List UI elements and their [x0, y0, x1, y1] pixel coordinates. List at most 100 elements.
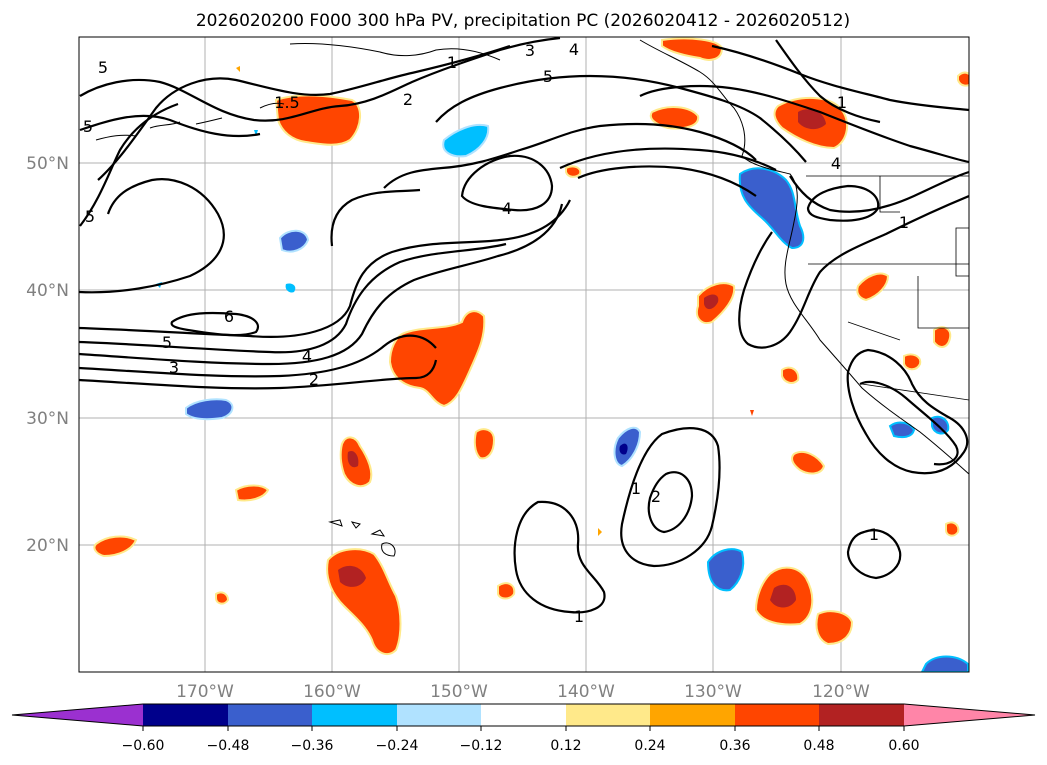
political-borders [806, 175, 969, 401]
pv-contour [79, 242, 507, 354]
precip-patch [957, 71, 969, 87]
precip-patch [931, 415, 950, 435]
map-frame [78, 36, 970, 673]
contour-label: 3 [169, 358, 179, 377]
contour-label: 1 [899, 213, 909, 232]
precip-patch [933, 326, 952, 348]
pv-contour [738, 194, 969, 349]
contour-label: 5 [83, 117, 93, 136]
colorbar-tick-marks [142, 726, 905, 731]
contour-label: 6 [224, 307, 234, 326]
contour-label: 2 [403, 90, 413, 109]
colorbar-tick-label: 0.60 [888, 738, 919, 754]
pv-contour [577, 165, 969, 213]
coastline-aleutians [95, 102, 285, 141]
precip-patch [185, 398, 234, 421]
pv-contour [620, 427, 721, 568]
pv-contour [170, 311, 260, 337]
precip-core [798, 109, 826, 130]
precip-patch [738, 167, 805, 250]
precip-patch [920, 655, 969, 672]
contour-label: 3 [525, 41, 535, 60]
precip-patch [598, 528, 602, 536]
pv-contour [97, 44, 511, 181]
colorbar-bin [143, 704, 228, 726]
chart-title: 2026020200 F000 300 hPa PV, precipitatio… [196, 11, 850, 31]
contour-label: 5 [543, 67, 553, 86]
precip-patch [285, 283, 296, 293]
precip-negative [156, 124, 969, 672]
precip-core [347, 450, 359, 468]
precip-patch [945, 521, 960, 537]
colorbar-tick-label: 0.36 [719, 738, 750, 754]
latitude-labels: 50°N 40°N 30°N 20°N [26, 154, 69, 556]
pv-contour-labels: 5 5 5 3 4 1 2 1.5 5 4 4 1 1 6 5 3 4 2 1 … [83, 40, 909, 626]
lon-label: 150°W [430, 682, 488, 702]
pv-contour [79, 334, 437, 378]
colorbar-tick-label: 0.24 [634, 738, 665, 754]
colorbar-tick-label: −0.48 [207, 738, 250, 754]
colorbar-bin [481, 704, 566, 726]
colorbar-bin [228, 704, 313, 726]
precip-patch [254, 130, 258, 136]
contour-label: 1 [574, 607, 584, 626]
lon-label: 140°W [557, 682, 615, 702]
pv-contour [846, 348, 969, 475]
colorbar-bin [397, 704, 482, 726]
pv-contour [647, 471, 694, 534]
precip-patch [781, 366, 800, 384]
coastline-west-na [639, 39, 969, 475]
pv-contour [79, 114, 261, 138]
contour-label: 1 [837, 93, 847, 112]
contour-label: 4 [502, 199, 512, 218]
lat-label: 40°N [26, 281, 69, 301]
contour-label: 4 [831, 154, 841, 173]
colorbar-tick-label: −0.60 [122, 738, 165, 754]
contour-label: 5 [98, 58, 108, 77]
colorbar: −0.60 −0.48 −0.36 −0.24 −0.12 0.12 0.24 … [11, 703, 1036, 754]
colorbar-under-triangle [12, 704, 143, 726]
pv-contour [330, 188, 421, 247]
pv-contour [79, 102, 179, 227]
lat-label: 30°N [26, 409, 69, 429]
precip-patch [236, 66, 240, 72]
colorbar-tick-label: −0.36 [291, 738, 334, 754]
lon-label: 130°W [684, 682, 742, 702]
coastline-hawaii [328, 519, 396, 557]
contour-label: 5 [85, 207, 95, 226]
precip-patch [888, 421, 916, 439]
precip-patch [661, 37, 724, 61]
lat-label: 50°N [26, 154, 69, 174]
colorbar-tick-label: 0.48 [803, 738, 834, 754]
pv-contour [79, 199, 571, 338]
colorbar-tick-label: 0.12 [550, 738, 581, 754]
coastlines [95, 39, 969, 557]
contour-label: 1 [869, 525, 879, 544]
graticule [79, 37, 969, 672]
colorbar-bin [566, 704, 651, 726]
precip-patch [649, 106, 700, 130]
coastline-alaska [289, 42, 501, 61]
precip-patch [473, 428, 496, 460]
precip-patch [706, 548, 745, 592]
precip-core [619, 443, 628, 455]
pv-contours [79, 37, 969, 614]
pv-contour [79, 359, 438, 390]
pv-contour [513, 500, 606, 614]
precip-patch [791, 450, 826, 475]
colorbar-bin [735, 704, 820, 726]
pv-contour [859, 380, 959, 466]
colorbar-over-triangle [904, 704, 1035, 726]
precip-patch [215, 591, 230, 605]
lon-label: 170°W [176, 682, 234, 702]
pv-contour [711, 44, 969, 112]
pv-contour [79, 178, 225, 294]
colorbar-tick-label: −0.12 [460, 738, 503, 754]
contour-label: 2 [651, 487, 661, 506]
pv-contour [846, 529, 902, 580]
precip-patch [750, 410, 754, 416]
precip-positive [93, 37, 969, 656]
pv-contour [639, 84, 969, 164]
lon-label: 120°W [812, 682, 870, 702]
